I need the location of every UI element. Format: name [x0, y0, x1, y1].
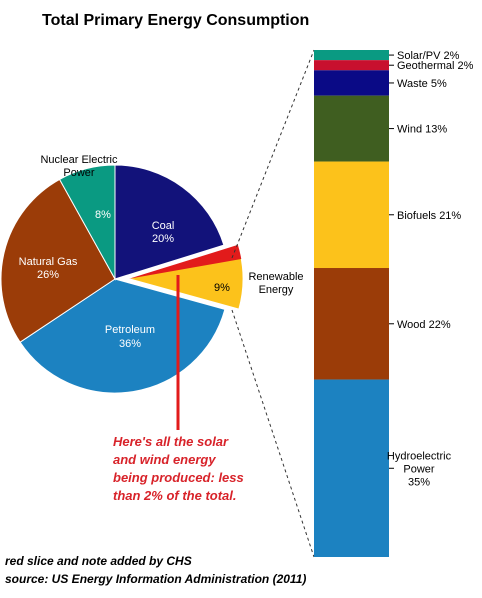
renewable-value: 9%	[214, 282, 230, 294]
footer-note: red slice and note added by CHS	[5, 554, 192, 568]
renewable-label-line2: Energy	[259, 284, 294, 296]
bar-segment-geothermal	[314, 60, 389, 71]
bar-label-solar-pv: Solar/PV 2%	[397, 50, 460, 62]
bar-label-wood: Wood 22%	[397, 319, 451, 331]
chart-title: Total Primary Energy Consumption	[42, 12, 309, 29]
pie-slice-nuclear-electric-power	[58, 164, 116, 281]
pie-slice-natural-gas	[0, 178, 116, 343]
bar-label-waste: Waste 5%	[397, 78, 447, 90]
connector-bottom-line	[231, 309, 315, 558]
annotation-line-1: Here's all the solar	[113, 434, 229, 449]
bar-label-geothermal: Geothermal 2%	[397, 60, 474, 72]
pie-labels: Coal 20% 8% Nuclear Electric Power Natur…	[19, 154, 304, 350]
annotation-note: Here's all the solar and wind energy bei…	[113, 434, 244, 503]
bar-segment-biofuels	[314, 161, 389, 269]
petroleum-label: Petroleum	[105, 324, 155, 336]
natural-gas-value: 26%	[37, 269, 59, 281]
petroleum-value: 36%	[119, 338, 141, 350]
annotation-line-2: and wind energy	[113, 452, 216, 467]
pie-slice-highlight	[128, 244, 242, 279]
nuclear-label-line2: Power	[63, 167, 95, 179]
pie-chart	[0, 164, 244, 394]
bar-segment-wind	[314, 95, 389, 162]
bar-label-hydroelectric-power-3: 35%	[408, 476, 430, 488]
bar-label-wind: Wind 13%	[397, 124, 447, 136]
bar-segment-waste	[314, 70, 389, 96]
bar-label-hydroelectric-power-1: Hydroelectric	[387, 450, 452, 462]
annotation-line-4: than 2% of the total.	[113, 488, 237, 503]
coal-value: 20%	[152, 233, 174, 245]
bar-label-biofuels: Biofuels 21%	[397, 210, 461, 222]
bar-label-hydroelectric-power-2: Power	[403, 463, 435, 475]
pie-slice-petroleum	[19, 278, 226, 394]
bar-segment-solar-pv	[314, 50, 389, 61]
connector-top-line	[231, 49, 315, 259]
coal-label: Coal	[152, 220, 175, 232]
footer-source: source: US Energy Information Administra…	[5, 572, 306, 586]
bar-segment-hydroelectric-power	[314, 379, 389, 557]
nuclear-label-line1: Nuclear Electric	[40, 154, 118, 166]
stacked-bar: Solar/PV 2%Geothermal 2% Waste 5% Wind 13%…	[314, 50, 474, 557]
renewable-label-line1: Renewable	[248, 271, 303, 283]
pie-slice-coal	[114, 164, 225, 280]
bar-segment-wood	[314, 268, 389, 380]
annotation-line-3: being produced: less	[113, 470, 244, 485]
natural-gas-label: Natural Gas	[19, 256, 78, 268]
nuclear-value: 8%	[95, 209, 111, 221]
